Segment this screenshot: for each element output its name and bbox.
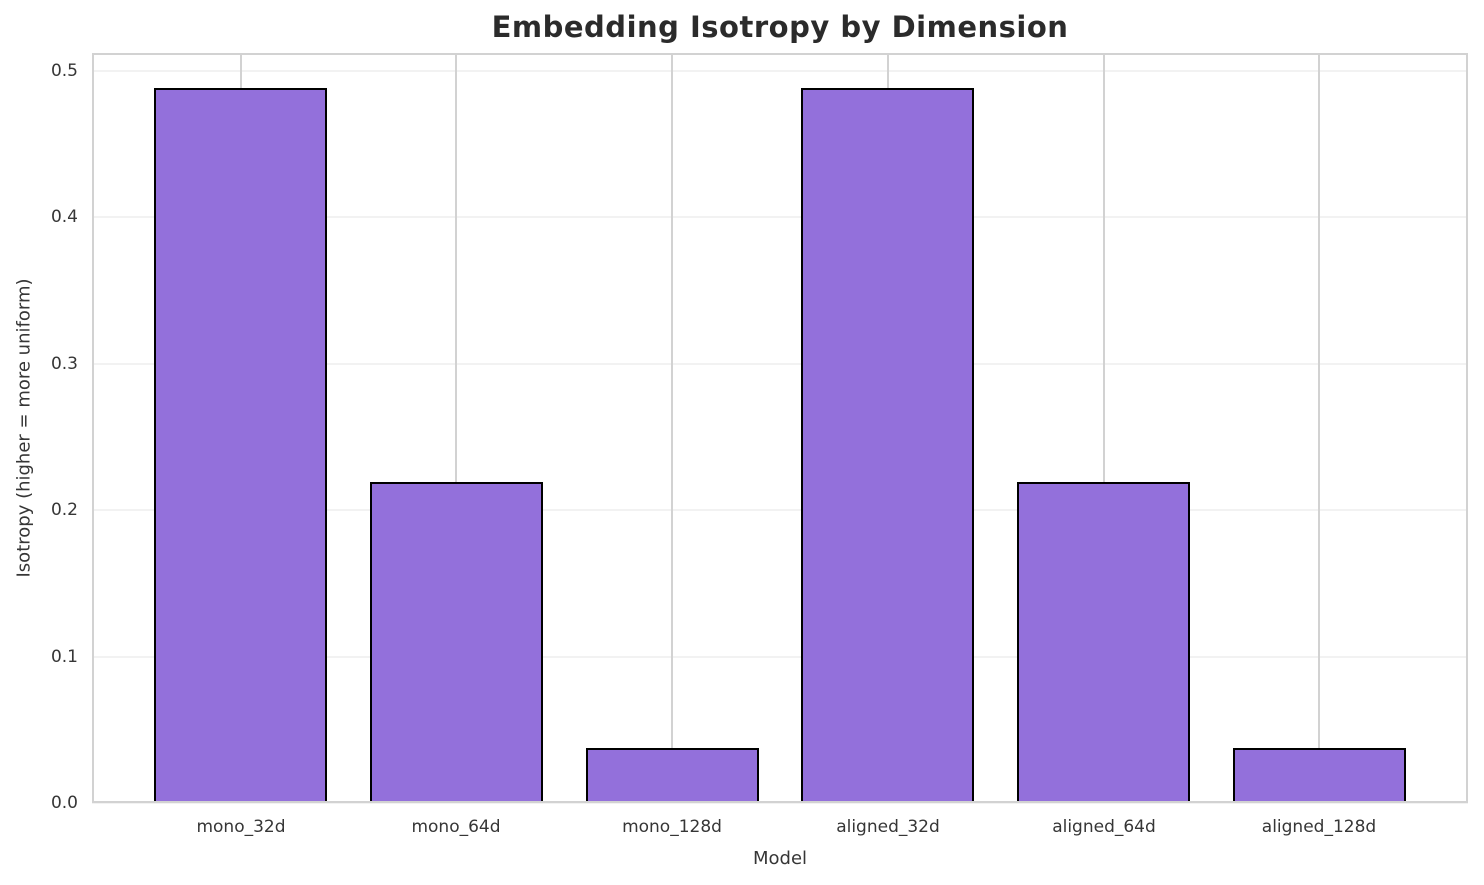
x-tick-label: aligned_128d <box>1261 817 1377 837</box>
x-axis-label: Model <box>752 848 808 869</box>
bar-aligned_64d <box>1017 482 1190 803</box>
x-tick-label: mono_64d <box>411 817 501 837</box>
y-gridline <box>92 216 1468 218</box>
chart-title: Embedding Isotropy by Dimension <box>491 10 1069 44</box>
y-gridline <box>92 70 1468 72</box>
y-axis-label: Isotropy (higher = more uniform) <box>13 278 35 578</box>
bar-mono_64d <box>370 482 543 803</box>
x-tick-label: aligned_32d <box>836 817 940 837</box>
y-gridline <box>92 509 1468 511</box>
x-gridline <box>671 53 673 803</box>
y-gridline <box>92 656 1468 658</box>
y-tick-label: 0.4 <box>50 207 78 227</box>
y-tick-label: 0.2 <box>50 500 78 520</box>
bar-mono_32d <box>154 88 327 803</box>
y-gridline <box>92 363 1468 365</box>
y-tick-label: 0.3 <box>50 354 78 374</box>
bar-aligned_32d <box>801 88 974 803</box>
bar-aligned_128d <box>1233 748 1406 803</box>
x-tick-label: aligned_64d <box>1052 817 1156 837</box>
x-gridline <box>1318 53 1320 803</box>
y-tick-label: 0.0 <box>50 793 78 813</box>
x-gridline <box>1103 53 1105 803</box>
y-tick-label: 0.1 <box>50 647 78 667</box>
x-tick-label: mono_128d <box>622 817 722 837</box>
y-gridline <box>92 802 1468 804</box>
y-tick-label: 0.5 <box>50 61 78 81</box>
x-gridline <box>455 53 457 803</box>
x-tick-label: mono_32d <box>196 817 286 837</box>
bar-mono_128d <box>586 748 759 803</box>
